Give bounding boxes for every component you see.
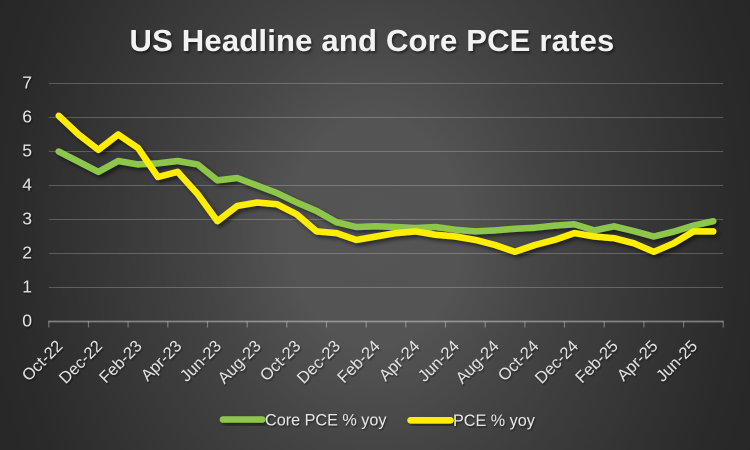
svg-text:Dec-24: Dec-24 bbox=[532, 337, 582, 387]
svg-text:3: 3 bbox=[22, 209, 32, 229]
svg-text:2: 2 bbox=[22, 243, 32, 263]
svg-text:Apr-25: Apr-25 bbox=[614, 337, 662, 385]
svg-text:Aug-24: Aug-24 bbox=[452, 337, 502, 387]
svg-text:7: 7 bbox=[22, 73, 32, 93]
svg-text:1: 1 bbox=[22, 277, 32, 297]
svg-text:Apr-23: Apr-23 bbox=[138, 337, 186, 385]
svg-text:0: 0 bbox=[22, 311, 32, 331]
svg-text:PCE % yoy: PCE % yoy bbox=[453, 412, 536, 430]
svg-text:Feb-23: Feb-23 bbox=[96, 337, 146, 387]
svg-text:Core PCE % yoy: Core PCE % yoy bbox=[265, 412, 387, 430]
svg-text:Dec-23: Dec-23 bbox=[294, 337, 344, 387]
svg-text:Aug-23: Aug-23 bbox=[214, 337, 264, 387]
svg-text:Apr-24: Apr-24 bbox=[376, 337, 424, 385]
svg-text:Feb-24: Feb-24 bbox=[334, 337, 384, 387]
svg-text:Dec-22: Dec-22 bbox=[56, 337, 106, 387]
svg-text:Jun-25: Jun-25 bbox=[653, 337, 701, 385]
svg-text:4: 4 bbox=[22, 175, 32, 195]
svg-text:6: 6 bbox=[22, 107, 32, 127]
svg-text:Feb-25: Feb-25 bbox=[572, 337, 622, 387]
svg-text:US Headline and Core PCE rates: US Headline and Core PCE rates bbox=[130, 23, 615, 58]
svg-text:5: 5 bbox=[22, 141, 32, 161]
